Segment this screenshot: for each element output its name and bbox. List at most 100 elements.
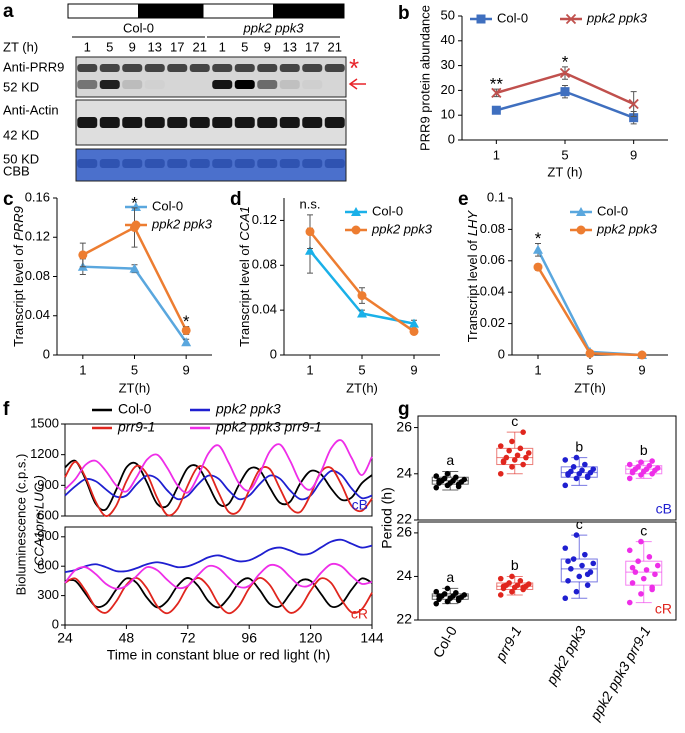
x-tick-label: 1 xyxy=(79,362,86,377)
data-point xyxy=(433,600,440,607)
legend-label: ppk2 ppk3 xyxy=(151,216,213,231)
significance-letter: a xyxy=(446,569,454,585)
y-tick-label: 22 xyxy=(396,511,412,527)
y-tick-label: 24 xyxy=(396,464,412,480)
data-point xyxy=(560,87,570,97)
data-point xyxy=(562,482,569,489)
legend-label: ppk2 ppk3 prr9-1 xyxy=(215,419,322,435)
data-point xyxy=(565,470,571,477)
legend-marker xyxy=(131,202,141,211)
data-point xyxy=(181,325,191,335)
series-line xyxy=(64,538,373,573)
y-tick-label: 1500 xyxy=(30,415,59,430)
legend-label: Col-0 xyxy=(372,203,403,218)
legend-label: Col-0 xyxy=(497,10,528,25)
data-point xyxy=(500,458,507,464)
data-point xyxy=(461,476,468,483)
y-axis-label: PRR9 protein abundance xyxy=(417,5,432,151)
data-point xyxy=(357,291,367,301)
data-point xyxy=(509,573,515,580)
condition-label: cR xyxy=(351,606,368,622)
data-point xyxy=(562,595,569,602)
data-point xyxy=(629,564,636,571)
band xyxy=(279,80,300,89)
lane-label: 21 xyxy=(193,39,207,54)
data-point xyxy=(357,308,367,318)
x-tick-label: 144 xyxy=(360,630,384,646)
data-point xyxy=(525,581,532,587)
band xyxy=(212,80,233,89)
band xyxy=(302,159,323,168)
significance-letter: c xyxy=(511,413,518,429)
blot-row-label: Anti-Actin xyxy=(3,102,59,117)
data-point xyxy=(649,458,655,464)
data-point xyxy=(444,585,451,592)
band xyxy=(324,117,345,128)
band xyxy=(99,159,120,168)
band xyxy=(144,117,165,128)
blot-panel xyxy=(75,56,347,98)
data-point xyxy=(576,573,583,580)
series-line xyxy=(64,562,373,590)
y-tick-label: 0.16 xyxy=(25,189,50,204)
data-point xyxy=(533,262,543,272)
data-point xyxy=(525,450,532,456)
y-tick-label: 0.04 xyxy=(252,302,277,317)
y-tick-label: 0.12 xyxy=(25,229,50,244)
series-line xyxy=(64,460,373,517)
y-tick-label: 26 xyxy=(396,418,412,434)
data-point xyxy=(654,465,661,471)
legend-marker xyxy=(565,13,577,25)
band xyxy=(234,80,255,89)
data-point xyxy=(517,445,524,452)
series-line xyxy=(64,577,373,609)
x-tick-label: 1 xyxy=(493,147,500,162)
band xyxy=(77,159,98,168)
data-point xyxy=(584,474,591,481)
legend-label: ppk2 ppk3 xyxy=(586,10,648,25)
lane-label: 21 xyxy=(328,39,342,54)
x-axis-label: ZT(h) xyxy=(574,380,606,395)
y-tick-label: 40 xyxy=(441,32,455,47)
data-point xyxy=(654,562,661,569)
data-point xyxy=(491,87,502,99)
light-bar xyxy=(202,3,274,19)
dark-bar xyxy=(273,3,345,19)
data-point xyxy=(520,461,526,468)
x-axis-label: Time in constant blue or red light (h) xyxy=(107,647,331,663)
y-tick-label: 1200 xyxy=(30,446,59,461)
data-point xyxy=(509,588,515,595)
band xyxy=(144,64,165,72)
y-tick-label: 0.08 xyxy=(252,257,277,272)
legend-label: Col-0 xyxy=(597,203,628,218)
panel-label: e xyxy=(458,189,469,210)
y-axis-label: Period (h) xyxy=(379,487,395,548)
data-point xyxy=(640,575,647,582)
data-point xyxy=(573,475,580,482)
band xyxy=(212,159,233,168)
x-tick-label: Col-0 xyxy=(429,623,460,660)
legend-label: prr9-1 xyxy=(117,419,155,435)
data-point xyxy=(626,599,633,606)
dark-bar xyxy=(138,3,210,19)
series-line xyxy=(82,265,188,343)
data-point xyxy=(517,578,524,584)
x-tick-label: ppk2 ppk3 prr9-1 xyxy=(586,623,653,724)
blot-row-label: Anti-PRR9 xyxy=(3,59,64,74)
y-tick-label: 600 xyxy=(37,507,59,522)
data-point xyxy=(433,484,440,491)
data-point xyxy=(433,473,440,479)
lane-label: 1 xyxy=(219,39,226,54)
band xyxy=(279,117,300,128)
band xyxy=(212,64,233,72)
band xyxy=(99,80,120,89)
lane-label: 13 xyxy=(283,39,297,54)
band xyxy=(257,64,278,72)
panel-label: c xyxy=(3,189,14,210)
y-tick-label: 0.06 xyxy=(480,252,505,267)
band xyxy=(189,117,210,128)
band xyxy=(122,80,143,89)
box xyxy=(560,558,598,583)
data-point xyxy=(562,457,569,463)
